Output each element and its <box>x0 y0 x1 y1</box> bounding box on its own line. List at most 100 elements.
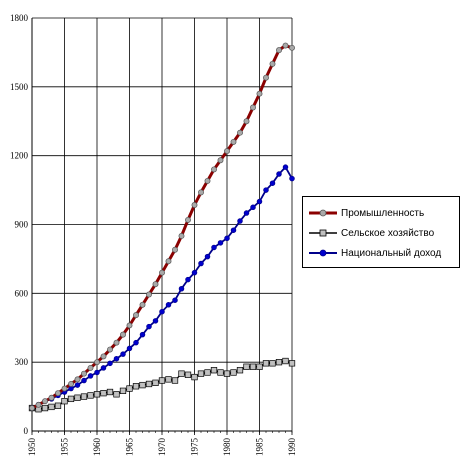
data-point-national-income <box>113 355 120 362</box>
data-point-agriculture <box>113 391 120 398</box>
data-point-industry <box>126 322 133 329</box>
x-tick-label: 1990 <box>287 438 297 457</box>
data-point-agriculture <box>275 359 283 366</box>
data-point-agriculture <box>282 357 289 365</box>
data-point-agriculture <box>243 363 250 370</box>
data-point-industry <box>165 258 172 265</box>
data-point-national-income <box>289 175 295 182</box>
legend: Промышленность Сельское хозяйство Национ… <box>302 196 460 268</box>
data-point-national-income <box>282 164 289 170</box>
data-point-national-income <box>178 285 185 292</box>
data-point-industry <box>133 312 139 319</box>
legend-label-national-income: Национальный доход <box>341 247 442 259</box>
data-point-agriculture <box>210 367 218 374</box>
data-point-industry <box>217 157 224 164</box>
legend-swatch-industry <box>309 209 337 217</box>
data-point-agriculture <box>197 370 205 377</box>
data-point-agriculture <box>100 389 107 397</box>
data-point-industry <box>152 281 159 288</box>
data-point-agriculture <box>184 371 192 378</box>
data-point-industry <box>74 376 81 383</box>
data-point-national-income <box>87 373 94 379</box>
data-point-agriculture <box>87 392 94 399</box>
data-point-industry <box>120 331 126 338</box>
data-point-national-income <box>159 308 165 315</box>
data-point-industry <box>172 246 178 253</box>
data-point-industry <box>159 269 165 276</box>
data-point-national-income <box>198 260 204 267</box>
data-point-national-income <box>146 323 152 330</box>
data-point-industry <box>256 90 263 97</box>
legend-label-agriculture: Сельское хозяйство <box>341 227 435 239</box>
data-point-agriculture <box>217 369 224 376</box>
data-point-industry <box>146 291 152 298</box>
data-point-industry <box>250 104 256 111</box>
y-tick-label: 1500 <box>10 82 29 92</box>
data-point-industry <box>48 394 55 401</box>
data-point-agriculture <box>139 381 146 389</box>
x-tick-label: 1985 <box>255 438 265 457</box>
data-point-industry <box>100 353 107 360</box>
data-point-national-income <box>250 204 256 211</box>
data-point-agriculture <box>269 360 276 367</box>
x-tick-label: 1955 <box>60 438 70 457</box>
data-point-agriculture <box>67 395 75 403</box>
data-point-national-income <box>139 331 146 338</box>
data-point-industry <box>29 405 35 412</box>
data-point-agriculture <box>126 385 133 392</box>
data-point-national-income <box>204 253 211 260</box>
data-point-industry <box>191 202 198 208</box>
data-point-agriculture <box>54 402 62 409</box>
data-point-agriculture <box>132 383 140 390</box>
x-tick-label: 1975 <box>190 438 200 457</box>
data-point-national-income <box>126 345 133 352</box>
data-point-agriculture <box>80 393 88 400</box>
data-point-industry <box>81 370 87 377</box>
data-point-agriculture <box>119 387 127 394</box>
data-point-agriculture <box>61 398 68 405</box>
data-point-industry <box>139 301 146 308</box>
data-point-national-income <box>152 318 159 324</box>
legend-item-national-income: Национальный доход <box>309 245 441 261</box>
series-industry <box>29 42 295 412</box>
data-point-industry <box>237 129 243 136</box>
data-point-agriculture <box>236 367 244 374</box>
data-point-agriculture <box>249 363 257 370</box>
x-tick-label: 1965 <box>125 438 135 457</box>
data-point-national-income <box>133 339 139 346</box>
data-point-industry <box>263 74 269 81</box>
data-point-industry <box>35 401 42 408</box>
legend-swatch-agriculture <box>309 229 337 237</box>
x-tick-label: 1950 <box>27 438 37 457</box>
data-point-agriculture <box>158 377 166 384</box>
data-point-national-income <box>185 276 191 283</box>
data-point-national-income <box>269 180 276 186</box>
legend-item-industry: Промышленность <box>309 205 424 221</box>
data-point-agriculture <box>48 403 55 411</box>
data-point-agriculture <box>191 373 198 381</box>
legend-swatch-national-income <box>309 249 337 257</box>
data-point-agriculture <box>256 363 263 370</box>
data-point-industry <box>269 60 276 67</box>
data-point-industry <box>61 385 68 392</box>
data-point-industry <box>204 177 211 184</box>
data-point-industry <box>87 364 94 371</box>
legend-label-industry: Промышленность <box>341 207 425 219</box>
legend-item-agriculture: Сельское хозяйство <box>309 225 434 241</box>
data-point-agriculture <box>106 388 114 396</box>
data-point-agriculture <box>152 379 159 386</box>
data-point-industry <box>224 148 230 155</box>
data-point-industry <box>185 216 191 223</box>
series-agriculture <box>28 357 296 413</box>
data-point-national-income <box>237 218 243 224</box>
data-point-industry <box>42 398 48 405</box>
data-point-industry <box>55 390 61 397</box>
data-point-industry <box>243 118 250 125</box>
x-tick-label: 1980 <box>222 438 232 457</box>
data-point-national-income <box>172 297 178 303</box>
data-point-national-income <box>120 351 126 357</box>
data-point-national-income <box>100 365 107 371</box>
data-point-industry <box>276 47 282 54</box>
data-point-national-income <box>211 244 217 251</box>
data-point-industry <box>68 381 74 387</box>
